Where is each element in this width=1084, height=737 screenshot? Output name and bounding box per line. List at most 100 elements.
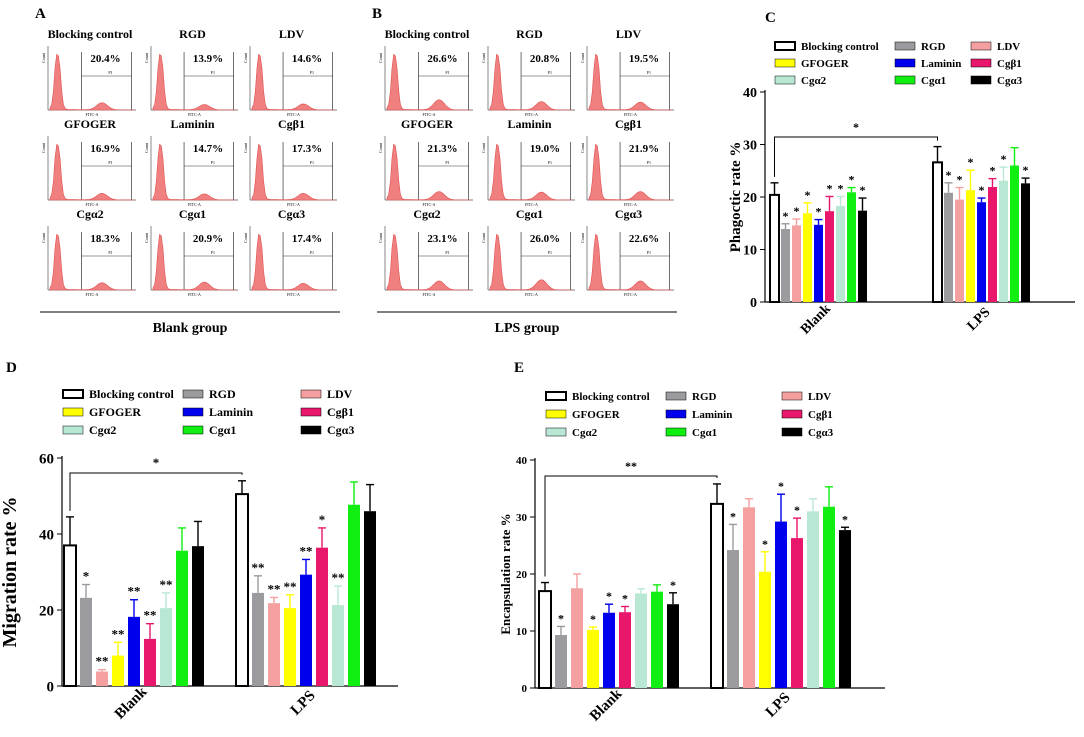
- bar: [667, 604, 679, 688]
- legend-label: Blocking control: [572, 391, 650, 403]
- histogram-title: GFOGER: [401, 117, 453, 131]
- category-label: LPS: [288, 688, 319, 719]
- histogram-curve: [588, 53, 672, 111]
- histogram-curve: [489, 233, 573, 291]
- histogram-xlabel: FITC-A: [624, 112, 637, 117]
- legend-item: GFOGER: [774, 58, 850, 70]
- panel-label-A: A: [35, 6, 46, 22]
- category-label: LPS: [763, 690, 794, 721]
- legend-label: Cgβ1: [808, 409, 833, 421]
- bar: [743, 507, 755, 688]
- histogram-curve: [386, 143, 471, 201]
- gate-label: P1: [108, 250, 112, 255]
- legend-label: Cgα1: [209, 423, 236, 437]
- histogram-ylabel: Count: [481, 142, 486, 153]
- histogram-curve: [152, 53, 236, 111]
- histogram-curve: [489, 53, 573, 111]
- legend-swatch: [62, 425, 84, 435]
- histogram-A-1: RGD P1 13.9% FITC-A Count: [144, 27, 238, 117]
- significance-mark: **: [268, 581, 281, 596]
- significance-mark: *: [783, 209, 789, 223]
- legend-item: Cgα1: [894, 75, 946, 87]
- bracket-label: *: [153, 455, 160, 470]
- histogram-xlabel: FITC-A: [525, 292, 538, 297]
- legend-swatch: [774, 75, 796, 85]
- bar: [710, 502, 724, 690]
- legend-item: Cgβ1: [781, 409, 833, 421]
- histogram-B-7: Cgα1 P1 26.0% FITC-A Count: [481, 207, 575, 297]
- y-tick-label: 10: [516, 626, 528, 638]
- histogram-A-6: Cgα2 P1 18.3% FITC-A Count: [41, 207, 136, 297]
- significance-mark: *: [794, 204, 800, 218]
- bar: [792, 225, 801, 302]
- histogram-percentage: 13.9%: [193, 53, 223, 65]
- histogram-ylabel: Count: [580, 52, 585, 63]
- legend-item: Laminin: [182, 405, 253, 419]
- y-axis-label: Encapsulation rate %: [498, 513, 513, 634]
- legend-item: Cgα3: [781, 427, 834, 439]
- legend-label: Blocking control: [801, 41, 879, 53]
- histogram-percentage: 19.5%: [629, 53, 659, 65]
- histogram-B-5: Cgβ1 P1 21.9% FITC-A Count: [580, 117, 674, 207]
- histogram-xlabel: FITC-A: [423, 292, 436, 297]
- gate-label: P1: [211, 160, 215, 165]
- gate-label: P1: [108, 160, 112, 165]
- legend-item: Cgα3: [970, 75, 1023, 87]
- gate-label: P1: [647, 160, 651, 165]
- legend-swatch: [300, 389, 322, 399]
- legend-label: Laminin: [209, 405, 253, 419]
- legend-swatch: [182, 389, 204, 399]
- bar: [316, 547, 328, 686]
- bar: [555, 634, 567, 688]
- histogram-xlabel: FITC-A: [525, 202, 538, 207]
- bar: [807, 511, 819, 688]
- legend-item: Cgβ1: [300, 405, 354, 419]
- histogram-A-4: Laminin P1 14.7% FITC-A Count: [144, 117, 238, 207]
- significance-mark: *: [979, 183, 985, 197]
- histogram-ylabel: Count: [378, 52, 383, 63]
- bar: [727, 550, 739, 688]
- bar: [619, 612, 631, 688]
- legend-label: RGD: [692, 391, 717, 403]
- legend-D: Blocking control RGD LDV GFOGER Laminin Cgβ1 C…: [62, 387, 354, 437]
- category-label: LPS: [965, 305, 994, 334]
- bar: [112, 655, 124, 686]
- histogram-title: LDV: [616, 27, 642, 41]
- histogram-percentage: 22.6%: [629, 233, 659, 245]
- bar: [955, 199, 964, 302]
- histogram-B-6: Cgα2 P1 23.1% FITC-A Count: [378, 207, 473, 297]
- significance-mark: *: [816, 205, 822, 219]
- histogram-ylabel: Count: [481, 52, 486, 63]
- legend-item: RGD: [182, 387, 236, 401]
- legend-label: Cgα1: [692, 427, 717, 439]
- legend-label: GFOGER: [801, 58, 850, 70]
- significance-mark: *: [827, 181, 833, 195]
- legend-label: RGD: [209, 387, 236, 401]
- legend-swatch: [665, 391, 687, 401]
- bar: [836, 205, 845, 302]
- histogram-A-3: GFOGER P1 16.9% FITC-A Count: [41, 117, 136, 207]
- significance-bracket: [544, 475, 718, 577]
- histogram-title: Cgα3: [278, 207, 305, 221]
- histogram-xlabel: FITC-A: [188, 112, 201, 117]
- gate-label: P1: [548, 70, 552, 75]
- histogram-percentage: 26.0%: [530, 233, 560, 245]
- histogram-curve: [386, 53, 471, 111]
- significance-mark: *: [805, 188, 811, 202]
- category-label: Blank: [112, 683, 151, 722]
- histogram-B-1: RGD P1 20.8% FITC-A Count: [481, 27, 575, 117]
- legend-item: Cgα2: [774, 75, 827, 87]
- bar: [781, 229, 790, 302]
- bar: [332, 605, 344, 686]
- histogram-A-2: LDV P1 14.6% FITC-A Count: [243, 27, 337, 117]
- legend-label: LDV: [327, 387, 353, 401]
- histogram-xlabel: FITC-A: [86, 292, 99, 297]
- legend-item: RGD: [665, 391, 717, 403]
- significance-mark: *: [946, 168, 952, 182]
- bar: [235, 493, 249, 687]
- histogram-curve: [49, 53, 134, 111]
- legend-label: Cgα2: [801, 75, 827, 87]
- bar: [144, 638, 156, 686]
- significance-mark: *: [968, 155, 974, 169]
